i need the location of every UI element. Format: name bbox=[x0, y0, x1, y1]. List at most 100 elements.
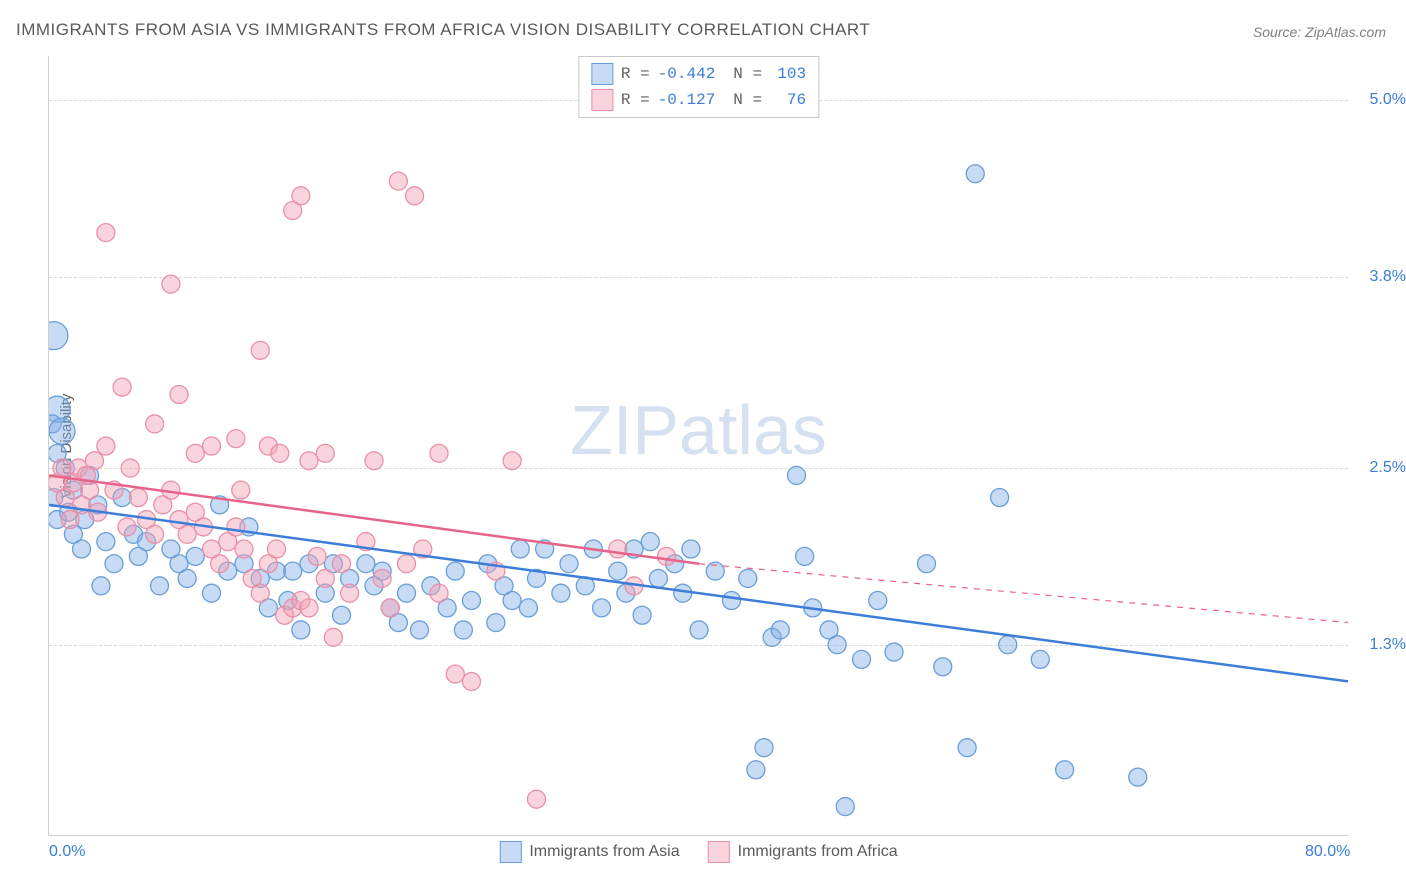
scatter-point bbox=[446, 665, 464, 683]
scatter-point bbox=[227, 518, 245, 536]
scatter-point bbox=[796, 547, 814, 565]
series-label: Immigrants from Asia bbox=[529, 843, 679, 861]
scatter-point bbox=[690, 621, 708, 639]
r-label: R = bbox=[621, 91, 650, 109]
r-value: -0.127 bbox=[658, 91, 716, 109]
scatter-point bbox=[430, 584, 448, 602]
scatter-point bbox=[723, 592, 741, 610]
scatter-point bbox=[92, 577, 110, 595]
legend-row: R =-0.442N =103 bbox=[591, 61, 806, 87]
scatter-point bbox=[178, 569, 196, 587]
scatter-point bbox=[398, 584, 416, 602]
trend-line bbox=[49, 505, 1348, 682]
trend-line-dashed bbox=[699, 564, 1348, 623]
scatter-point bbox=[227, 430, 245, 448]
scatter-point bbox=[97, 437, 115, 455]
scatter-point bbox=[828, 636, 846, 654]
y-tick-label: 3.8% bbox=[1356, 268, 1406, 286]
scatter-point bbox=[97, 533, 115, 551]
scatter-point bbox=[49, 322, 68, 350]
scatter-point bbox=[365, 452, 383, 470]
source-attribution: Source: ZipAtlas.com bbox=[1253, 24, 1386, 40]
scatter-point bbox=[966, 165, 984, 183]
scatter-point bbox=[316, 444, 334, 462]
scatter-point bbox=[649, 569, 667, 587]
scatter-point bbox=[284, 202, 302, 220]
scatter-point bbox=[381, 599, 399, 617]
scatter-point bbox=[836, 798, 854, 816]
scatter-point bbox=[918, 555, 936, 573]
scatter-point bbox=[324, 628, 342, 646]
scatter-point bbox=[869, 592, 887, 610]
scatter-point bbox=[146, 525, 164, 543]
scatter-point bbox=[53, 459, 71, 477]
scatter-point bbox=[503, 592, 521, 610]
legend-swatch bbox=[708, 841, 730, 863]
scatter-point bbox=[991, 489, 1009, 507]
scatter-point bbox=[389, 172, 407, 190]
scatter-point bbox=[284, 562, 302, 580]
r-label: R = bbox=[621, 65, 650, 83]
scatter-point bbox=[398, 555, 416, 573]
scatter-point bbox=[560, 555, 578, 573]
scatter-point bbox=[129, 547, 147, 565]
scatter-point bbox=[251, 341, 269, 359]
scatter-point bbox=[633, 606, 651, 624]
scatter-point bbox=[232, 481, 250, 499]
scatter-point bbox=[552, 584, 570, 602]
scatter-point bbox=[113, 378, 131, 396]
scatter-point bbox=[129, 489, 147, 507]
scatter-point bbox=[203, 437, 221, 455]
x-tick-label: 0.0% bbox=[49, 843, 85, 861]
scatter-point bbox=[853, 650, 871, 668]
scatter-point bbox=[170, 385, 188, 403]
scatter-point bbox=[999, 636, 1017, 654]
scatter-point bbox=[271, 444, 289, 462]
scatter-point bbox=[151, 577, 169, 595]
scatter-point bbox=[186, 444, 204, 462]
scatter-point bbox=[755, 739, 773, 757]
scatter-point bbox=[771, 621, 789, 639]
scatter-point bbox=[739, 569, 757, 587]
scatter-point bbox=[511, 540, 529, 558]
n-label: N = bbox=[733, 91, 762, 109]
scatter-point bbox=[308, 547, 326, 565]
scatter-point bbox=[609, 540, 627, 558]
y-tick-label: 2.5% bbox=[1356, 459, 1406, 477]
scatter-point bbox=[251, 584, 269, 602]
scatter-point bbox=[609, 562, 627, 580]
scatter-point bbox=[178, 525, 196, 543]
series-label: Immigrants from Africa bbox=[738, 843, 898, 861]
scatter-point bbox=[211, 555, 229, 573]
scatter-point bbox=[1056, 761, 1074, 779]
scatter-point bbox=[118, 518, 136, 536]
scatter-point bbox=[641, 533, 659, 551]
chart-title: IMMIGRANTS FROM ASIA VS IMMIGRANTS FROM … bbox=[16, 20, 870, 40]
series-legend: Immigrants from Asia Immigrants from Afri… bbox=[499, 841, 897, 863]
scatter-point bbox=[300, 599, 318, 617]
scatter-point bbox=[61, 511, 79, 529]
scatter-point bbox=[300, 452, 318, 470]
scatter-point bbox=[430, 444, 448, 462]
scatter-point bbox=[162, 275, 180, 293]
correlation-legend: R = -0.442 N = 103 R = -0.127 N = 76 bbox=[578, 56, 819, 118]
r-value: -0.442 bbox=[658, 65, 716, 83]
n-value: 76 bbox=[770, 91, 806, 109]
scatter-point bbox=[316, 569, 334, 587]
plot-area: ZIPatlas R =-0.442N =103R =-0.127N =76 I… bbox=[48, 56, 1348, 836]
scatter-plot-svg bbox=[49, 56, 1348, 835]
legend-item: Immigrants from Africa bbox=[708, 841, 898, 863]
scatter-point bbox=[747, 761, 765, 779]
scatter-point bbox=[186, 547, 204, 565]
scatter-point bbox=[235, 540, 253, 558]
scatter-point bbox=[503, 452, 521, 470]
scatter-point bbox=[658, 547, 676, 565]
legend-row: R = -0.127 N = 76 bbox=[591, 87, 806, 113]
n-value: 103 bbox=[770, 65, 806, 83]
scatter-point bbox=[463, 592, 481, 610]
y-tick-label: 5.0% bbox=[1356, 91, 1406, 109]
y-tick-label: 1.3% bbox=[1356, 636, 1406, 654]
scatter-point bbox=[341, 584, 359, 602]
scatter-point bbox=[788, 466, 806, 484]
scatter-point bbox=[357, 555, 375, 573]
